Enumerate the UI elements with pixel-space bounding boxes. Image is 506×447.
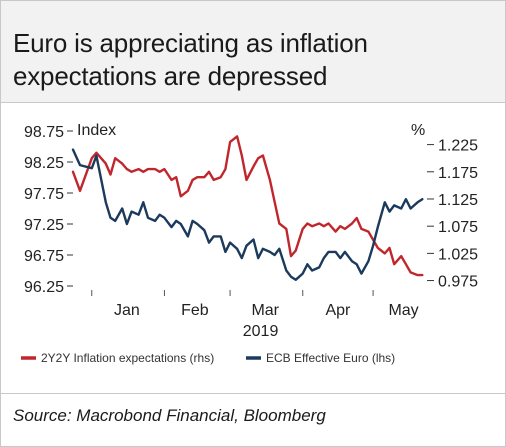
left-axis-label: Index (77, 122, 116, 139)
right-tick-label: 1.075 (438, 219, 478, 236)
right-tick-label: 1.175 (438, 165, 478, 182)
x-tick-label: Apr (325, 302, 351, 319)
chart-area: 98.75 98.25 97.75 97.25 96.75 96.25 Index 1.225… (1, 103, 505, 393)
left-tick-label: 97.25 (24, 217, 64, 234)
right-tick-label: 1.225 (438, 138, 478, 155)
chart-title: Euro is appreciating as inflation expect… (13, 28, 368, 91)
legend-label: ECB Effective Euro (lhs) (266, 351, 395, 365)
x-tick-label: Mar (251, 302, 279, 319)
line-chart: 98.75 98.25 97.75 97.25 96.75 96.25 Index 1.225… (21, 122, 478, 365)
x-tick-label: Jan (114, 302, 140, 319)
x-tick-label: Feb (181, 302, 209, 319)
right-tick-label: 0.975 (438, 274, 478, 291)
series-line-2y2y-inflation (71, 135, 424, 277)
left-tick-label: 96.25 (24, 279, 64, 296)
left-tick-label: 96.75 (24, 248, 64, 265)
x-year-label: 2019 (243, 323, 279, 340)
x-tick-label: May (388, 302, 418, 319)
left-tick-label: 97.75 (24, 186, 64, 203)
source-note: Source: Macrobond Financial, Bloomberg (13, 406, 326, 425)
legend-label: 2Y2Y Inflation expectations (rhs) (41, 351, 214, 365)
left-tick-label: 98.75 (24, 124, 64, 141)
right-axis-label: % (411, 122, 425, 139)
left-tick-label: 98.25 (24, 155, 64, 172)
axes-group: 98.75 98.25 97.75 97.25 96.75 96.25 Index 1.225… (24, 122, 478, 340)
source-divider (1, 393, 505, 394)
legend: 2Y2Y Inflation expectations (rhs) ECB Eff… (21, 351, 395, 365)
title-block: Euro is appreciating as inflation expect… (1, 1, 505, 103)
right-tick-label: 1.025 (438, 246, 478, 263)
series-lines (71, 135, 424, 282)
series-line-ecb-effective-euro (71, 148, 424, 282)
right-tick-label: 1.125 (438, 192, 478, 209)
